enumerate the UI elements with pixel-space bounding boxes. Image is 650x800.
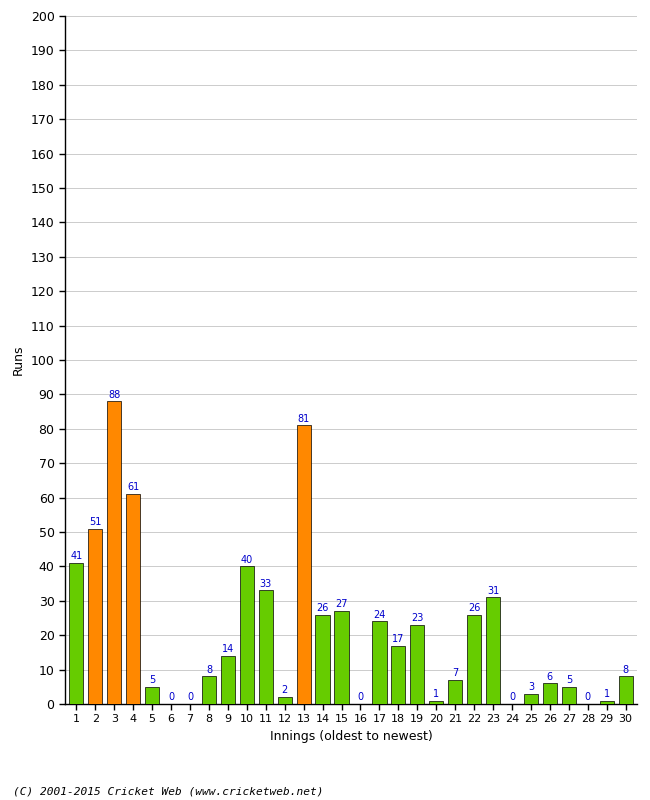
Text: 41: 41 [70,551,83,562]
Bar [599,701,614,704]
Text: 24: 24 [373,610,385,620]
Text: 0: 0 [187,692,193,702]
Text: 5: 5 [149,675,155,685]
Bar [448,680,462,704]
Text: 1: 1 [433,689,439,699]
Bar [278,697,292,704]
Text: 23: 23 [411,613,424,623]
Bar [107,402,122,704]
Bar [429,701,443,704]
Bar [296,426,311,704]
Bar [524,694,538,704]
Text: 0: 0 [358,692,363,702]
Text: 81: 81 [298,414,310,424]
Text: 1: 1 [604,689,610,699]
Text: 2: 2 [281,686,288,695]
Bar [562,686,576,704]
Bar [410,625,424,704]
Text: 88: 88 [108,390,120,399]
Y-axis label: Runs: Runs [12,345,25,375]
Text: 8: 8 [623,665,629,674]
Text: 31: 31 [487,586,499,596]
Text: 51: 51 [89,517,101,527]
Bar [70,563,83,704]
Text: 26: 26 [317,603,329,613]
Text: 6: 6 [547,672,553,682]
Text: 7: 7 [452,668,458,678]
Text: 27: 27 [335,599,348,610]
Text: 0: 0 [168,692,174,702]
Bar [335,611,348,704]
Bar [126,494,140,704]
Text: 14: 14 [222,644,234,654]
Text: 5: 5 [566,675,572,685]
Bar [467,614,481,704]
Bar [619,677,632,704]
Text: 61: 61 [127,482,139,493]
Bar [259,590,273,704]
X-axis label: Innings (oldest to newest): Innings (oldest to newest) [270,730,432,743]
Text: 17: 17 [392,634,404,644]
Bar [88,529,103,704]
Bar [372,622,387,704]
Text: 0: 0 [585,692,591,702]
Text: (C) 2001-2015 Cricket Web (www.cricketweb.net): (C) 2001-2015 Cricket Web (www.cricketwe… [13,786,324,796]
Bar [315,614,330,704]
Bar [202,677,216,704]
Bar [221,656,235,704]
Text: 40: 40 [240,554,253,565]
Text: 3: 3 [528,682,534,692]
Text: 26: 26 [468,603,480,613]
Text: 33: 33 [259,578,272,589]
Bar [145,686,159,704]
Bar [486,598,500,704]
Text: 8: 8 [206,665,212,674]
Bar [543,683,557,704]
Bar [391,646,406,704]
Bar [240,566,254,704]
Text: 0: 0 [509,692,515,702]
